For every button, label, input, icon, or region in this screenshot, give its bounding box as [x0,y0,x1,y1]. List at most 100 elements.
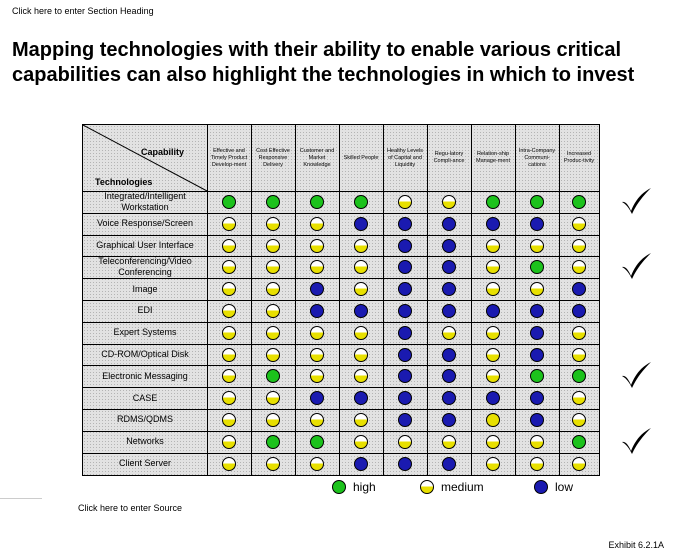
capability-label: Capability [141,147,185,157]
low-rating-dot [442,216,456,231]
medium-rating-dot [442,325,456,340]
medium-rating-dot [310,238,324,253]
low-rating-dot [354,303,368,318]
medium-rating-dot [222,260,236,275]
low-rating-dot [354,391,368,406]
row-label: EDI [137,305,153,316]
medium-rating-dot [354,347,368,362]
medium-rating-dot [266,325,280,340]
low-rating-dot [442,456,456,471]
medium-rating-dot [266,391,280,406]
high-rating-dot [222,194,236,209]
medium-rating-dot [486,282,500,297]
low-rating-dot [530,216,544,231]
medium-rating-dot [310,260,324,275]
row-label: Teleconferencing/Video Conferencing [98,256,192,278]
low-rating-dot [398,325,412,340]
exhibit-number: Exhibit 6.2.1A [608,540,664,550]
medium-rating-dot [266,282,280,297]
medium-dot-icon [420,480,434,494]
medium-rating-dot [486,325,500,340]
high-rating-dot [354,194,368,209]
medium-rating-dot [572,456,586,471]
medium-rating-dot [486,434,500,449]
row-label: Electronic Messaging [102,370,188,381]
row-label: Voice Response/Screen [96,218,194,229]
low-rating-dot [398,391,412,406]
low-rating-dot [310,391,324,406]
medium-rating-dot [486,347,500,362]
low-rating-dot [310,303,324,318]
medium-rating-dot [486,369,500,384]
page-title: Mapping technologies with their ability … [12,39,635,86]
low-rating-dot [530,325,544,340]
low-rating-dot [442,260,456,275]
medium-rating-dot [486,412,500,427]
row-divider [83,409,599,410]
medium-rating-dot [310,412,324,427]
medium-rating-dot [222,216,236,231]
medium-rating-dot [222,369,236,384]
row-label: Graphical User Interface [96,239,194,250]
column-header: Healthy Levels of Capital and Liquidity [386,147,424,168]
medium-rating-dot [530,282,544,297]
medium-rating-dot [310,216,324,231]
low-rating-dot [442,391,456,406]
low-rating-dot [354,456,368,471]
high-rating-dot [486,194,500,209]
medium-rating-dot [222,325,236,340]
checkmark-icon [620,427,652,455]
medium-rating-dot [572,412,586,427]
low-rating-dot [398,347,412,362]
capability-matrix: Capability Technologies Effective and Ti… [82,124,600,476]
row-label: Client Server [118,457,172,468]
medium-rating-dot [222,412,236,427]
medium-rating-dot [572,325,586,340]
row-label: Integrated/Intelligent Workstation [104,190,186,212]
column-header: Skilled People [343,154,379,161]
low-rating-dot [398,238,412,253]
low-rating-dot [572,282,586,297]
medium-rating-dot [486,260,500,275]
medium-rating-dot [222,391,236,406]
medium-rating-dot [398,434,412,449]
column-header: Regu-latory Compli-ance [433,151,465,164]
medium-rating-dot [486,456,500,471]
low-dot-icon [534,480,548,494]
low-rating-dot [398,303,412,318]
medium-rating-dot [222,238,236,253]
medium-rating-dot [310,325,324,340]
row-divider [83,300,599,301]
row-divider [83,343,599,345]
row-label: Networks [126,436,164,447]
column-header: Cost Effective Responsive Delivery [256,147,290,168]
column-header: Intra-Company Communi-cations [518,147,556,168]
row-divider [83,278,599,280]
medium-rating-dot [310,347,324,362]
low-rating-dot [398,456,412,471]
medium-rating-dot [266,456,280,471]
high-rating-dot [572,194,586,209]
high-rating-dot [266,194,280,209]
section-heading[interactable]: Click here to enter Section Heading [12,6,154,16]
source-placeholder[interactable]: Click here to enter Source [78,503,183,513]
high-rating-dot [530,260,544,275]
low-rating-dot [442,282,456,297]
medium-rating-dot [266,347,280,362]
medium-rating-dot [310,456,324,471]
low-rating-dot [398,369,412,384]
medium-rating-dot [354,434,368,449]
medium-rating-dot [442,434,456,449]
medium-rating-dot [398,194,412,209]
row-divider [83,256,599,258]
low-rating-dot [442,238,456,253]
medium-rating-dot [310,369,324,384]
legend-high: high [332,480,376,494]
medium-rating-dot [354,260,368,275]
low-rating-dot [442,303,456,318]
column-header: Increased Produc-tivity [563,151,595,164]
row-label: CD-ROM/Optical Disk [101,348,189,359]
row-divider [83,387,599,389]
column-header: Effective and Timely Product Develop-men… [210,147,248,168]
medium-rating-dot [572,238,586,253]
